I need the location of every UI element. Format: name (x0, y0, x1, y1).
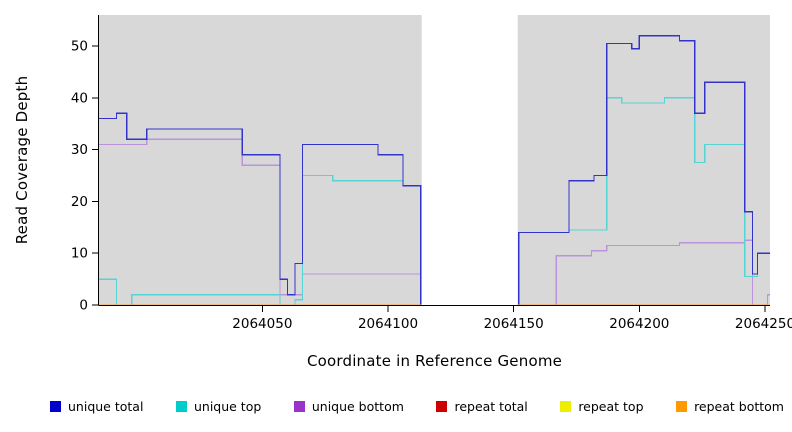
series-unique-total (99, 35, 770, 306)
x-tick-label: 2064150 (484, 316, 544, 332)
y-tick-label: 30 (71, 142, 88, 158)
legend-item-unique-total: unique total (50, 399, 143, 414)
legend-item-repeat-top: repeat top (560, 398, 644, 414)
y-tick-label: 20 (71, 194, 88, 210)
legend-item-repeat-total: repeat total (436, 398, 528, 414)
legend-label-repeat-total: repeat total (454, 398, 528, 414)
legend-swatch-unique-top (175, 400, 187, 412)
y-tick-label: 50 (71, 39, 88, 55)
chart-legend: unique total unique top unique bottom repea… (50, 396, 784, 416)
legend-label-repeat-bottom: repeat bottom (694, 398, 784, 414)
x-tick-label: 2064100 (358, 316, 418, 332)
x-tick-label: 2064250 (735, 316, 792, 332)
series-unique-bottom (99, 138, 770, 306)
legend-swatch-repeat-top (560, 400, 572, 412)
legend-item-repeat-bottom: repeat bottom (676, 399, 784, 414)
y-axis-title: Read Coverage Depth (13, 75, 31, 245)
legend-item-unique-top: unique top (175, 398, 262, 414)
legend-item-unique-bottom: unique bottom (293, 398, 404, 414)
legend-swatch-unique-bottom (293, 400, 305, 412)
legend-swatch-repeat-total (436, 400, 448, 412)
legend-label-unique-top: unique top (193, 398, 262, 414)
no-data-region (421, 14, 518, 306)
legend-swatch-unique-total (50, 400, 61, 412)
x-tick-label: 2064200 (609, 316, 669, 332)
x-axis-title: Coordinate in Reference Genome (306, 352, 563, 370)
y-tick-label: 10 (71, 246, 88, 262)
y-tick-label: 0 (79, 298, 88, 314)
y-tick-label: 40 (71, 90, 88, 106)
legend-label-unique-total: unique total (68, 398, 144, 414)
legend-swatch-repeat-bottom (676, 400, 688, 412)
legend-label-repeat-top: repeat top (578, 398, 644, 414)
x-tick-label: 2064050 (232, 316, 292, 332)
tick-labels: 2064050 2064100 2064150 2064200 2064250 0 10 20… (71, 39, 792, 332)
axes (92, 15, 770, 312)
legend-label-unique-bottom: unique bottom (311, 398, 404, 414)
